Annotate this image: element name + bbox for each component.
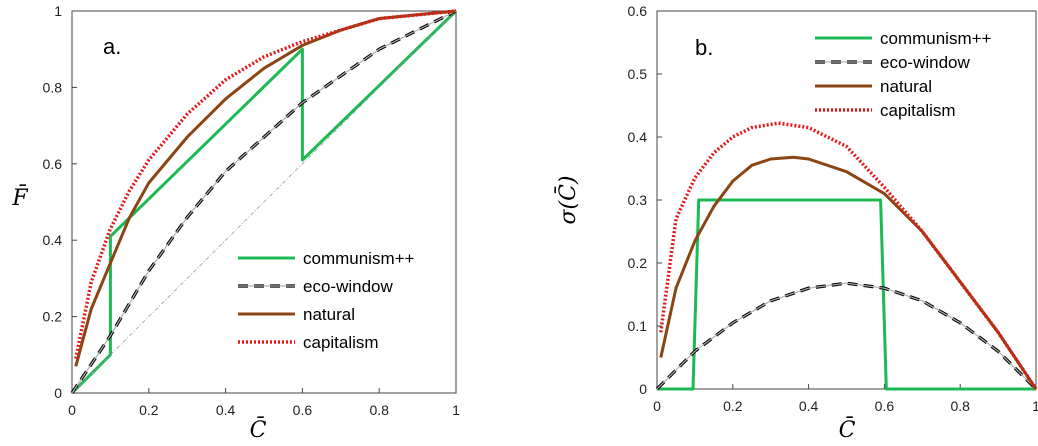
y-tick-label: 0.8 — [43, 79, 63, 95]
x-tick-label: 0.4 — [216, 402, 236, 418]
legend-entry: natural — [303, 305, 355, 324]
y-tick-label: 0.4 — [43, 232, 63, 248]
x-axis-label: C̄ — [250, 416, 267, 443]
legend-entry: eco-window — [303, 277, 393, 296]
y-tick-label: 0.4 — [628, 129, 648, 145]
x-tick-label: 0.2 — [723, 398, 743, 414]
series-eco-window — [70, 9, 457, 394]
x-tick-label: 0.6 — [875, 398, 895, 414]
series-natural — [74, 9, 457, 367]
x-tick-label: 0 — [653, 398, 661, 414]
panel-label: a. — [103, 34, 121, 59]
legend-entry: eco-window — [880, 53, 970, 72]
series-communism- — [657, 198, 1036, 391]
y-tick-label: 0.5 — [628, 66, 648, 82]
x-tick-label: 0.8 — [950, 398, 970, 414]
x-axis-label: C̄ — [839, 416, 856, 443]
y-tick-label: 0 — [639, 381, 647, 397]
series-line — [71, 10, 457, 394]
series-line — [74, 9, 457, 359]
y-tick-label: 0.2 — [628, 255, 648, 271]
y-tick-label: 0.6 — [43, 156, 63, 172]
series-line — [659, 155, 1038, 390]
panel-a: 0 0.2 0.4 0.6 0.8 1 0 0.2 0.4 0.6 0.8 1 communism++ e… — [11, 3, 460, 443]
x-tick-label: 0.8 — [369, 402, 389, 418]
y-tick-label: 0.2 — [43, 309, 63, 325]
series-natural — [659, 155, 1038, 390]
series-capitalism — [659, 121, 1038, 390]
x-tick-label: 0 — [68, 402, 76, 418]
panel-label: b. — [695, 35, 713, 60]
x-tick-label: 0.6 — [293, 402, 313, 418]
x-tick-label: 0.2 — [139, 402, 159, 418]
series-line — [655, 281, 1038, 391]
y-tick-label: 0.1 — [628, 318, 648, 334]
y-axis-label: σ(C̄) — [554, 175, 581, 224]
plot-frame — [71, 10, 457, 394]
panel-b: 0 0.1 0.2 0.3 0.4 0.5 0.6 0 0.2 0.4 0.6 0.8 1 communi… — [554, 3, 1038, 443]
series-line — [656, 282, 1037, 390]
y-axis-label: F̄ — [11, 184, 28, 211]
series-line — [659, 121, 1038, 390]
series-capitalism — [74, 9, 457, 359]
y-tick-label: 0 — [54, 385, 62, 401]
x-tick-label: 0.4 — [799, 398, 819, 414]
x-tick-label: 1 — [452, 402, 460, 418]
legend-entry: communism++ — [880, 29, 992, 48]
series-line — [657, 198, 1036, 391]
legend-entry: capitalism — [880, 101, 956, 120]
y-tick-label: 1 — [54, 3, 62, 19]
series-eco-window — [655, 281, 1038, 391]
legend: communism++ eco-window natural capitalism — [238, 249, 415, 352]
legend: communism++ eco-window natural capitalism — [815, 29, 992, 120]
legend-entry: capitalism — [303, 333, 379, 352]
series-line — [74, 9, 457, 367]
y-tick-label: 0.6 — [628, 3, 648, 19]
legend-entry: communism++ — [303, 249, 415, 268]
y-tick-label: 0.3 — [628, 192, 648, 208]
x-tick-label: 1 — [1032, 398, 1038, 414]
series-line — [71, 10, 457, 394]
series-reference-diagonal — [71, 10, 457, 394]
legend-entry: natural — [880, 77, 932, 96]
